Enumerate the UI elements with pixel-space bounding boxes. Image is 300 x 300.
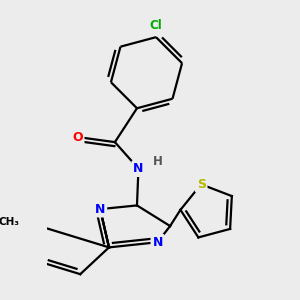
- Text: H: H: [153, 155, 163, 168]
- Text: S: S: [196, 178, 206, 191]
- Text: N: N: [95, 202, 105, 216]
- Text: N: N: [133, 162, 144, 175]
- Text: N: N: [152, 236, 163, 249]
- Text: Cl: Cl: [150, 19, 162, 32]
- Text: O: O: [72, 131, 83, 144]
- Text: CH₃: CH₃: [0, 217, 20, 227]
